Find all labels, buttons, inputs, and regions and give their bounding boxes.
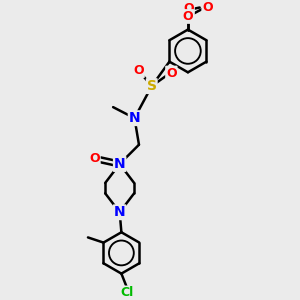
Text: Cl: Cl <box>121 286 134 299</box>
Text: O: O <box>202 1 213 14</box>
Text: N: N <box>114 205 125 219</box>
Text: N: N <box>129 111 140 125</box>
Text: N: N <box>114 157 125 171</box>
Text: O: O <box>183 2 194 15</box>
Text: O: O <box>89 152 100 165</box>
Text: O: O <box>183 10 193 23</box>
Text: O: O <box>133 64 144 77</box>
Text: O: O <box>166 67 177 80</box>
Text: S: S <box>147 79 157 93</box>
